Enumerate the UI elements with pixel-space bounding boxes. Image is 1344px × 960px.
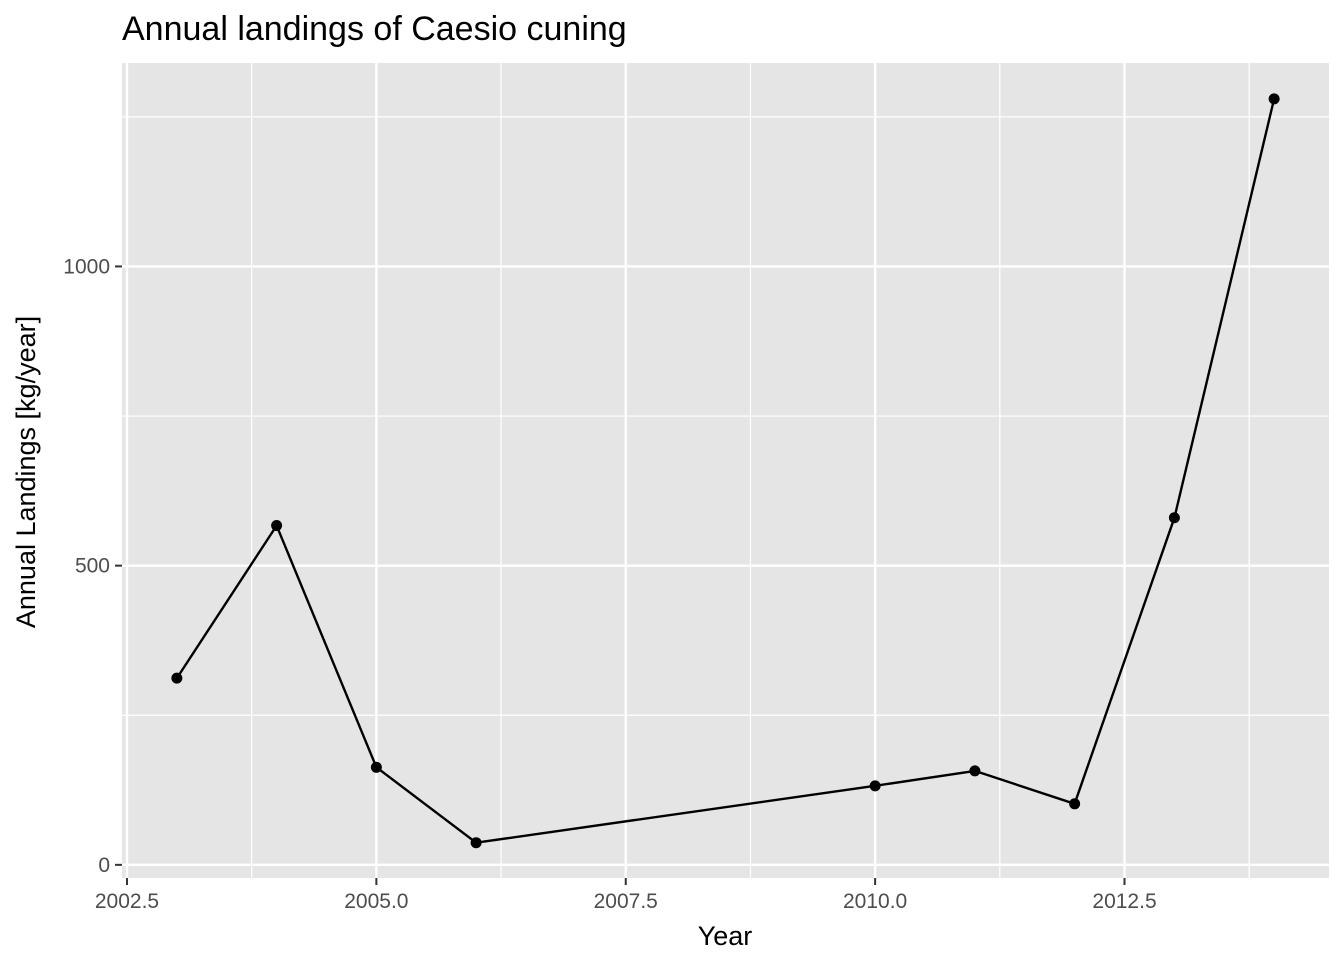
- x-axis: 2002.5 2005.0 2007.5 2010.0 2012.5: [95, 878, 1157, 913]
- data-point: [1268, 93, 1280, 105]
- x-axis-title: Year: [698, 921, 753, 951]
- data-point: [470, 837, 482, 849]
- data-point: [869, 780, 881, 792]
- plot-panel: [122, 63, 1329, 878]
- data-point: [171, 672, 183, 684]
- major-gridlines: [122, 63, 1329, 878]
- x-tick-label: 2007.5: [594, 890, 658, 913]
- y-tick-label: 1000: [63, 255, 110, 278]
- x-tick-label: 2002.5: [95, 890, 159, 913]
- data-point: [969, 765, 981, 777]
- data-point: [1168, 512, 1180, 524]
- y-axis: 0 500 1000: [63, 255, 122, 877]
- chart-title: Annual landings of Caesio cuning: [122, 10, 627, 48]
- y-tick-label: 500: [75, 555, 110, 578]
- series-group: [171, 93, 1280, 849]
- data-point: [1069, 798, 1081, 810]
- x-tick-label: 2005.0: [344, 890, 408, 913]
- y-axis-title: Annual Landings [kg/year]: [11, 316, 41, 628]
- data-point: [271, 520, 283, 532]
- x-tick-label: 2012.5: [1092, 890, 1156, 913]
- y-tick-label: 0: [98, 854, 110, 877]
- x-tick-label: 2010.0: [843, 890, 907, 913]
- data-point: [370, 761, 382, 773]
